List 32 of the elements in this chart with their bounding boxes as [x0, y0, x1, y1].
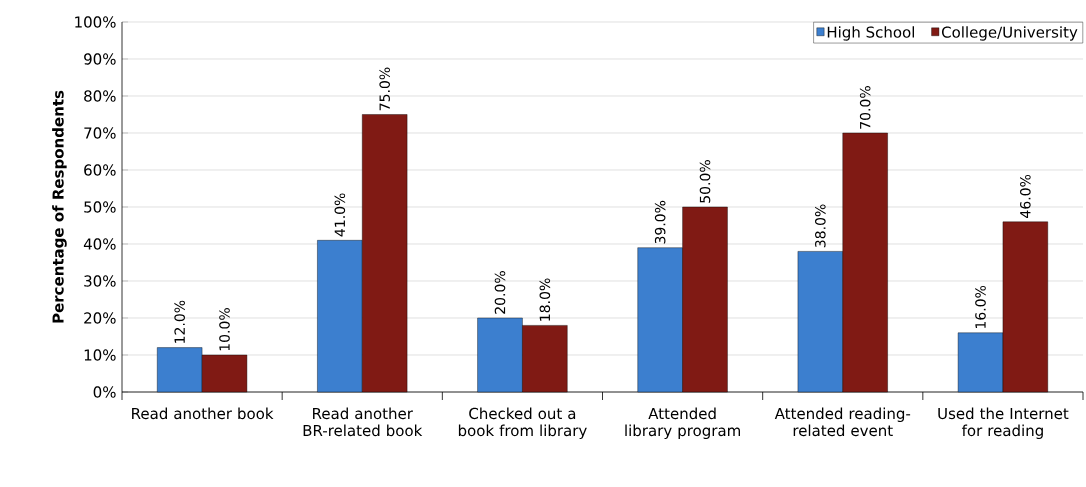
data-label: 12.0%	[174, 300, 185, 343]
y-tick-label: 20%	[84, 312, 116, 324]
y-tick-label: 100%	[75, 16, 116, 28]
data-label: 41.0%	[334, 193, 346, 237]
y-tick-label: 50%	[84, 201, 116, 213]
data-label: 70.0%	[859, 86, 871, 129]
legend-label: College/University	[941, 26, 1078, 41]
y-tick-label: 60%	[84, 164, 116, 176]
y-tick-label: 10%	[84, 349, 116, 361]
y-tick-label: 30%	[84, 275, 116, 287]
legend-label: High School	[827, 26, 914, 41]
y-axis-title: Percentage of Respondents	[52, 90, 67, 323]
x-tick-label: Attended reading-related event	[774, 407, 911, 437]
data-label: 39.0%	[654, 200, 666, 244]
data-label: 16.0%	[975, 285, 986, 329]
x-tick-label: Used the Internet for reading	[938, 407, 1069, 440]
y-tick-label: 0%	[93, 386, 116, 398]
data-label: 75.0%	[379, 67, 390, 111]
data-label: 10.0%	[219, 308, 230, 351]
x-tick-label: Checked out a book from library	[458, 407, 587, 440]
x-tick-label: Attended library program	[625, 407, 740, 440]
y-tick-label: 90%	[84, 53, 116, 65]
data-label: 38.0%	[815, 204, 826, 248]
y-tick-label: 40%	[83, 238, 116, 250]
y-tick-label: 80%	[84, 90, 116, 102]
data-label: 50.0%	[699, 160, 711, 203]
x-tick-label: Read another book	[132, 407, 274, 420]
x-tick-label: Read another BR-related book	[303, 407, 423, 437]
data-label: 18.0%	[539, 278, 551, 321]
data-label: 20.0%	[494, 271, 506, 314]
data-label: 46.0%	[1020, 174, 1031, 218]
y-tick-label: 70%	[84, 127, 116, 139]
